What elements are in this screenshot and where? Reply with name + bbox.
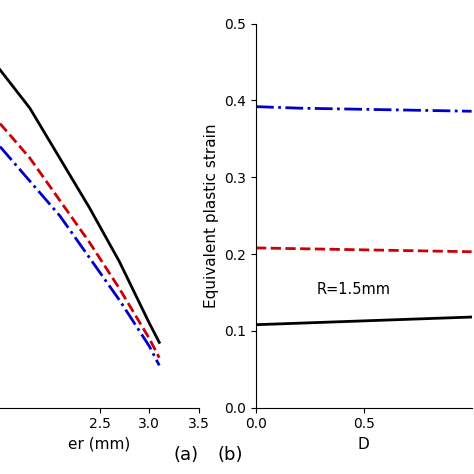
Y-axis label: Equivalent plastic strain: Equivalent plastic strain: [204, 123, 219, 308]
X-axis label: er (mm): er (mm): [68, 437, 131, 452]
Text: (b): (b): [217, 446, 243, 464]
Text: (a): (a): [174, 446, 199, 464]
Text: R=1.5mm: R=1.5mm: [316, 282, 391, 297]
X-axis label: D: D: [358, 437, 370, 452]
